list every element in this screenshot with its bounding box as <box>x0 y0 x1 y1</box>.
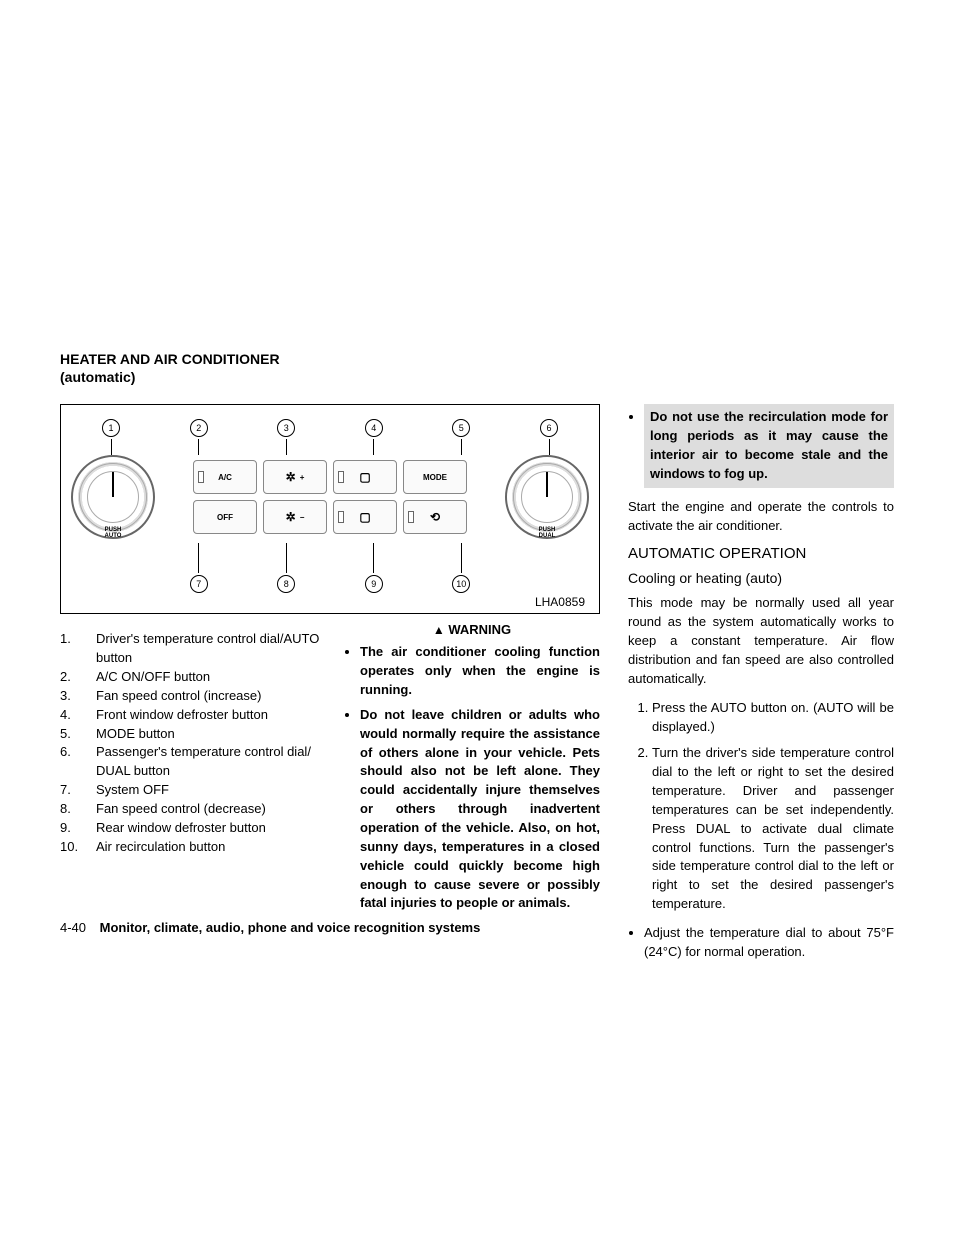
step-1: Press the AUTO button on. (AUTO will be … <box>652 699 894 737</box>
footer-title: Monitor, climate, audio, phone and voice… <box>100 920 481 935</box>
diagram-wrap: 1 2 3 4 5 6 <box>60 404 600 614</box>
legend-8: Fan speed control (decrease) <box>96 800 266 819</box>
steps-list: Press the AUTO button on. (AUTO will be … <box>628 699 894 914</box>
auto-heading: AUTOMATIC OPERATION <box>628 545 894 562</box>
legend-3: Fan speed control (increase) <box>96 687 261 706</box>
callout-1: 1 <box>102 419 120 437</box>
warning-column: ▲ WARNING The air conditioner cooling fu… <box>344 622 600 919</box>
right-column: Do not use the recirculation mode for lo… <box>628 404 894 967</box>
callout-10: 10 <box>452 575 470 593</box>
callout-3: 3 <box>277 419 295 437</box>
page-number: 4-40 <box>60 920 86 935</box>
manual-page: HEATER AND AIR CONDITIONER (automatic) 1… <box>0 0 954 1235</box>
fan-up-button: ✲+ <box>263 460 327 494</box>
legend-7: System OFF <box>96 781 169 800</box>
hvac-panel: PUSHAUTO A/C ✲+ ▢ MODE OFF ✲− ▢ ⟲ <box>71 455 589 539</box>
legend-2: A/C ON/OFF button <box>96 668 210 687</box>
auto-para: This mode may be normally used all year … <box>628 594 894 688</box>
step-2: Turn the driver's side temperature contr… <box>652 744 894 914</box>
legend-column: 1.Driver's temperature control dial/AUTO… <box>60 622 320 919</box>
mode-button: MODE <box>403 460 467 494</box>
recirc-button: ⟲ <box>403 500 467 534</box>
ac-button: A/C <box>193 460 257 494</box>
section-title: HEATER AND AIR CONDITIONER (automatic) <box>60 350 894 386</box>
recirc-warning: Do not use the recirculation mode for lo… <box>644 404 894 487</box>
warning-item-1: The air conditioner cooling function ope… <box>360 643 600 700</box>
dial-left-label: PUSHAUTO <box>105 527 122 539</box>
callout-6: 6 <box>540 419 558 437</box>
warning-list: The air conditioner cooling function ope… <box>344 643 600 913</box>
legend-list: 1.Driver's temperature control dial/AUTO… <box>60 630 320 856</box>
title-line1: HEATER AND AIR CONDITIONER <box>60 351 280 367</box>
fan-down-button: ✲− <box>263 500 327 534</box>
legend-5: MODE button <box>96 725 175 744</box>
left-block: 1 2 3 4 5 6 <box>60 404 600 967</box>
intro-para: Start the engine and operate the control… <box>628 498 894 536</box>
title-line2: (automatic) <box>60 369 135 385</box>
callout-8: 8 <box>277 575 295 593</box>
callout-5: 5 <box>452 419 470 437</box>
driver-temp-dial: PUSHAUTO <box>71 455 155 539</box>
button-grid: A/C ✲+ ▢ MODE OFF ✲− ▢ ⟲ <box>193 460 467 534</box>
content-columns: 1 2 3 4 5 6 <box>60 404 894 967</box>
legend-6: Passenger's temperature control dial/ DU… <box>96 743 320 781</box>
adjust-bullet: Adjust the temperature dial to about 75°… <box>644 924 894 962</box>
callout-7: 7 <box>190 575 208 593</box>
legend-1: Driver's temperature control dial/AUTO b… <box>96 630 320 668</box>
warning-heading: ▲ WARNING <box>344 622 600 637</box>
adjust-list: Adjust the temperature dial to about 75°… <box>628 924 894 962</box>
page-footer: 4-40 Monitor, climate, audio, phone and … <box>60 920 480 935</box>
warning-item-2: Do not leave children or adults who woul… <box>360 706 600 913</box>
legend-10: Air recirculation button <box>96 838 225 857</box>
diagram-id: LHA0859 <box>71 593 589 609</box>
legend-9: Rear window defroster button <box>96 819 266 838</box>
warning-icon: ▲ <box>433 623 445 637</box>
dial-right-label: PUSHDUAL <box>539 527 556 539</box>
front-defrost-button: ▢ <box>333 460 397 494</box>
callout-2: 2 <box>190 419 208 437</box>
under-diagram: 1.Driver's temperature control dial/AUTO… <box>60 622 600 919</box>
callout-4: 4 <box>365 419 383 437</box>
legend-4: Front window defroster button <box>96 706 268 725</box>
cool-heat-heading: Cooling or heating (auto) <box>628 570 894 586</box>
hvac-diagram: 1 2 3 4 5 6 <box>60 404 600 614</box>
callout-9: 9 <box>365 575 383 593</box>
rear-defrost-button: ▢ <box>333 500 397 534</box>
passenger-temp-dial: PUSHDUAL <box>505 455 589 539</box>
graybox-list: Do not use the recirculation mode for lo… <box>628 404 894 487</box>
warning-label: WARNING <box>448 622 511 637</box>
off-button: OFF <box>193 500 257 534</box>
